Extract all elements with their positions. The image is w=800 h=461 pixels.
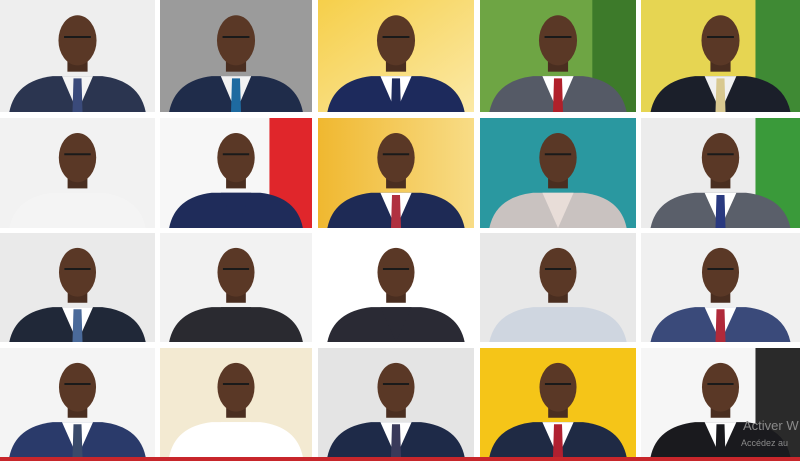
- tie: [553, 424, 563, 457]
- tie: [72, 309, 83, 342]
- portrait-tile: [641, 233, 800, 342]
- portrait-tile: [480, 118, 636, 228]
- tie: [715, 195, 726, 228]
- head: [377, 247, 415, 297]
- head: [377, 132, 415, 183]
- head: [538, 15, 578, 66]
- portrait-tile: [318, 233, 474, 342]
- head: [539, 362, 577, 412]
- portrait-tile: [160, 0, 312, 112]
- shirt: [542, 307, 574, 342]
- head: [58, 362, 97, 412]
- portrait-tile: [641, 348, 800, 457]
- portrait-tile: [641, 0, 800, 112]
- head: [216, 15, 256, 66]
- shirt: [220, 192, 252, 228]
- head: [58, 247, 97, 297]
- tie: [553, 78, 563, 112]
- portrait-tile: [0, 118, 155, 228]
- tie: [715, 78, 726, 112]
- portrait-tile: [480, 348, 636, 457]
- shirt: [380, 307, 412, 342]
- portrait-tile: [318, 118, 474, 228]
- shirt: [220, 307, 252, 342]
- watermark-line: Activer W: [743, 418, 799, 433]
- bottom-bar: [0, 457, 800, 461]
- portrait-tile: [0, 348, 155, 457]
- tie: [391, 78, 401, 112]
- head: [217, 247, 255, 297]
- watermark-line: Accédez au: [741, 438, 788, 448]
- tie: [72, 78, 83, 112]
- head: [701, 15, 740, 66]
- portrait-tile: [318, 0, 474, 112]
- head: [701, 132, 740, 183]
- portrait-tile: [0, 233, 155, 342]
- tie: [715, 424, 726, 457]
- tie: [391, 195, 401, 228]
- shirt: [542, 192, 574, 228]
- portrait-tile: [160, 118, 312, 228]
- head: [701, 362, 740, 412]
- portrait-tile: [160, 233, 312, 342]
- portrait-tile: [0, 0, 155, 112]
- shirt: [220, 422, 252, 457]
- portrait-tile: [641, 118, 800, 228]
- portrait-tile: [480, 233, 636, 342]
- head: [58, 15, 97, 66]
- head: [701, 247, 740, 297]
- tie: [391, 424, 401, 457]
- head: [539, 247, 577, 297]
- head: [217, 362, 255, 412]
- portrait-tile: [160, 348, 312, 457]
- head: [539, 132, 577, 183]
- head: [58, 132, 97, 183]
- portrait-tile: [480, 0, 636, 112]
- tie: [72, 424, 83, 457]
- head: [377, 362, 415, 412]
- head: [376, 15, 416, 66]
- portrait-tile: [318, 348, 474, 457]
- shirt: [62, 192, 93, 228]
- tie: [231, 78, 241, 112]
- head: [217, 132, 255, 183]
- tie: [715, 309, 726, 342]
